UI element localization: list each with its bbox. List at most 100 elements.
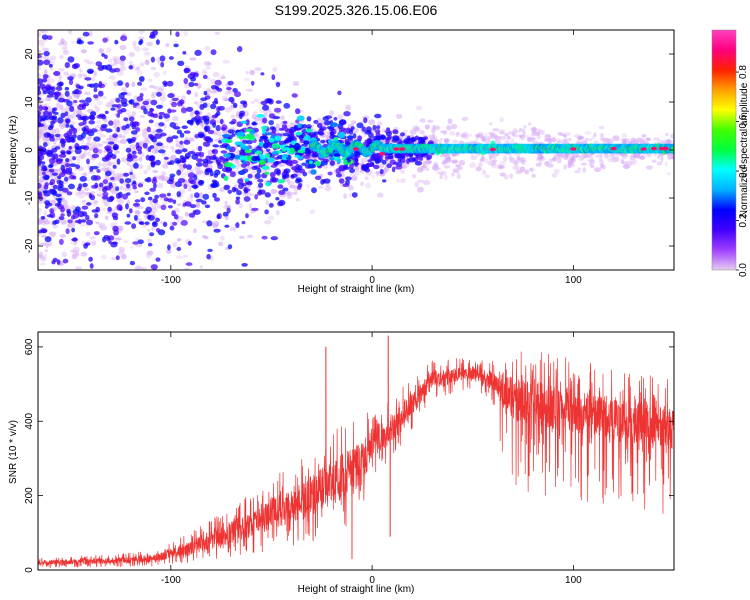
- spectrogram-cell: [310, 169, 317, 175]
- spectrogram-cell: [490, 133, 496, 139]
- spectrogram-cell: [220, 235, 225, 242]
- spectrogram-cell: [241, 145, 250, 151]
- spectrogram-cell: [38, 251, 44, 257]
- spectrogram-cell: [469, 162, 477, 169]
- spectrogram-cell: [176, 246, 182, 251]
- spectrogram-cell: [393, 161, 399, 165]
- spectrogram-cell: [245, 88, 254, 92]
- spectrogram-cell: [246, 166, 253, 170]
- spectrogram-cell: [58, 67, 65, 72]
- spectrogram-cell: [146, 41, 154, 47]
- spectrogram-cell: [202, 102, 208, 109]
- spectrogram-cell: [221, 124, 228, 131]
- spectrogram-cell: [267, 108, 271, 112]
- spectrogram-cell: [191, 153, 199, 160]
- spectrogram-cell: [366, 163, 373, 168]
- spectrogram-cell: [123, 172, 130, 177]
- spectrogram-cell: [272, 66, 278, 73]
- spectrogram-cell: [188, 137, 195, 142]
- spectrogram-cell: [112, 164, 117, 169]
- spectrogram-cell: [140, 87, 148, 92]
- spectrogram-cell: [183, 183, 188, 189]
- spectrogram-cell: [97, 65, 105, 71]
- spectrogram-cell: [153, 182, 157, 189]
- spectrogram-cell: [199, 264, 203, 270]
- spectrogram-cell: [132, 40, 137, 46]
- spectrogram-cell: [537, 154, 544, 160]
- spectrogram-cell: [552, 136, 557, 143]
- spectrogram-cell: [558, 132, 565, 137]
- spectrogram-cell: [56, 259, 61, 265]
- spectrogram-ytick-label: 0: [24, 147, 35, 153]
- spectrogram-cell: [393, 147, 400, 151]
- spectrogram-cell: [167, 93, 175, 99]
- spectrogram-cell: [399, 147, 406, 151]
- spectrogram-cell: [38, 210, 41, 217]
- spectrogram-cell: [229, 153, 236, 159]
- spectrogram-cell: [72, 175, 77, 180]
- spectrogram-cell: [141, 47, 149, 51]
- spectrogram-cell: [150, 160, 156, 166]
- spectrogram-cell: [451, 159, 459, 164]
- spectrogram-cell: [444, 174, 448, 181]
- spectrogram-cell: [283, 169, 289, 175]
- spectrogram-cell: [134, 46, 141, 52]
- spectrogram-cell: [300, 145, 306, 152]
- spectrogram-cell: [139, 62, 145, 67]
- spectrogram-cell: [109, 98, 117, 103]
- spectrogram-cell: [155, 128, 163, 133]
- spectrogram-cell: [43, 59, 51, 66]
- spectrogram-cell: [246, 140, 253, 145]
- spectrogram-cell: [54, 146, 61, 150]
- spectrogram-cell: [588, 163, 593, 167]
- spectrogram-cell: [170, 146, 175, 150]
- spectrogram-cell: [92, 147, 99, 154]
- spectrogram-cell: [211, 114, 218, 119]
- spectrogram-cell: [497, 164, 503, 170]
- spectrogram-cell: [535, 162, 542, 167]
- spectrogram-cell: [419, 118, 426, 123]
- spectrogram-cell: [68, 79, 74, 86]
- spectrogram-cell: [540, 129, 545, 136]
- spectrogram-cell: [69, 105, 75, 112]
- spectrogram-cell: [499, 172, 506, 177]
- spectrogram-cell: [88, 170, 95, 175]
- spectrogram-cell: [271, 126, 277, 134]
- spectrogram-cell: [193, 228, 197, 234]
- spectrogram-cell: [83, 91, 91, 96]
- spectrogram-cell: [512, 165, 520, 170]
- spectrogram-cell: [44, 236, 52, 243]
- spectrogram-cell: [289, 122, 296, 126]
- spectrogram-cell: [125, 110, 132, 116]
- spectrogram-cell: [42, 142, 48, 148]
- spectrogram-cell: [236, 190, 242, 196]
- spectrogram-cell: [266, 98, 273, 104]
- spectrogram-cell: [264, 192, 271, 198]
- spectrogram-cell: [599, 162, 604, 169]
- spectrogram-cell: [70, 205, 77, 210]
- spectrogram-cell: [662, 139, 667, 145]
- spectrogram-cell: [133, 214, 138, 221]
- spectrogram-cell: [220, 150, 228, 154]
- spectrogram-cell: [420, 165, 425, 171]
- spectrogram-cell: [621, 133, 628, 138]
- snr-ytick-label: 600: [24, 338, 35, 355]
- spectrogram-cell: [377, 192, 384, 198]
- spectrogram-cell: [563, 137, 569, 142]
- spectrogram-cell: [396, 114, 403, 119]
- spectrogram-cell: [159, 193, 167, 198]
- spectrogram-cell: [162, 221, 168, 227]
- spectrogram-cell: [56, 82, 63, 87]
- spectrogram-cell: [260, 72, 265, 76]
- spectrogram-cell: [72, 109, 80, 115]
- spectrogram-cell: [172, 241, 178, 248]
- spectrogram-cell: [241, 263, 248, 267]
- spectrogram-cell: [361, 126, 366, 132]
- spectrogram-cell: [263, 112, 268, 119]
- spectrogram-cell: [607, 157, 614, 163]
- spectrogram-cell: [77, 90, 82, 95]
- spectrogram-cell: [179, 140, 184, 145]
- spectrogram-cell: [75, 155, 83, 160]
- spectrogram-cell: [507, 136, 511, 140]
- spectrogram-cell: [125, 147, 132, 153]
